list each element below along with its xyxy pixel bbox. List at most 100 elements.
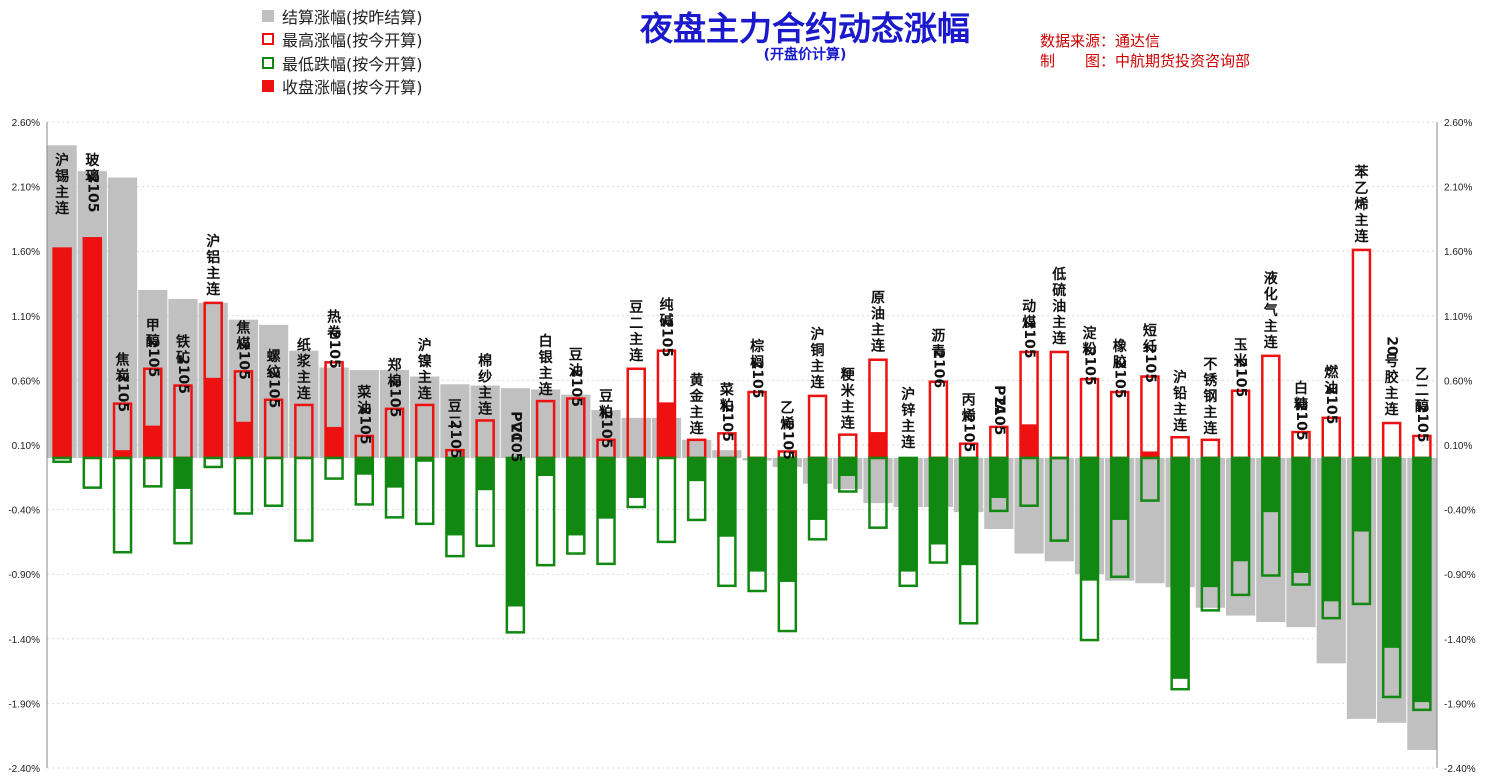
category-label-16: 银 <box>539 349 554 366</box>
grid-lines <box>47 121 1437 769</box>
category-label-30: 2105 <box>961 413 977 452</box>
category-label-11: 2105 <box>387 378 403 417</box>
high-bar <box>1381 421 1402 460</box>
category-label-17: 2105 <box>568 368 584 407</box>
y-tick-label-left: 0.10% <box>12 441 40 452</box>
close-bar <box>1081 457 1098 581</box>
low-bar <box>384 456 405 519</box>
low-bar <box>928 456 949 564</box>
category-label-14: 连 <box>478 400 493 417</box>
category-label-30: 烯 <box>962 408 976 425</box>
low-bar <box>535 456 556 567</box>
category-label-45: 醇 <box>1415 398 1429 415</box>
y-tick-label-right: -0.90% <box>1444 570 1476 581</box>
category-label-8: 浆 <box>297 353 312 370</box>
high-bar <box>1170 435 1190 460</box>
category-label-43: 连 <box>1354 228 1369 245</box>
low-bar <box>1019 456 1039 507</box>
category-label-12: 沪 <box>418 337 432 354</box>
category-label-40: 气 <box>1263 302 1278 319</box>
settle-bar <box>500 388 530 458</box>
category-label-7: 纹 <box>267 364 282 381</box>
category-label-19: 主 <box>629 331 643 348</box>
low-bar <box>717 456 737 588</box>
category-label-38: 主 <box>1203 404 1217 421</box>
settle-bar <box>1135 457 1165 584</box>
category-label-33: 油 <box>1052 298 1066 315</box>
category-label-34: 粉 <box>1083 341 1097 358</box>
category-label-0: 沪 <box>55 152 69 169</box>
close-bar <box>1171 457 1189 679</box>
low-bar <box>263 456 284 507</box>
category-label-38: 连 <box>1203 420 1218 437</box>
high-bar <box>1079 377 1100 460</box>
category-label-41: 白 <box>1294 380 1308 397</box>
low-bar <box>1230 456 1251 597</box>
high-bar <box>747 390 767 460</box>
category-label-42: 2105 <box>1323 385 1339 424</box>
category-label-32: 煤 <box>1022 314 1037 331</box>
low-bar <box>898 456 918 588</box>
low-bar <box>1140 456 1160 502</box>
category-label-27: 主 <box>871 322 885 339</box>
category-label-41: 2105 <box>1293 402 1309 441</box>
close-bar <box>1201 457 1219 588</box>
close-bar <box>778 457 796 582</box>
low-bar <box>233 456 254 515</box>
category-label-22: 菜 <box>719 381 735 398</box>
high-bar <box>838 433 858 460</box>
settle-bar <box>712 450 742 458</box>
category-label-5: 连 <box>206 281 221 298</box>
category-label-24: 乙 <box>780 400 794 416</box>
high-bar <box>1351 248 1372 460</box>
category-label-13: 豆 <box>448 399 462 415</box>
close-bar <box>1322 457 1340 602</box>
category-label-18: 粕 <box>599 404 613 421</box>
low-bar <box>777 456 798 633</box>
category-label-1: 2105 <box>84 174 100 213</box>
category-label-21: 金 <box>689 388 705 405</box>
category-label-35: 胶 <box>1113 354 1127 371</box>
category-label-12: 连 <box>418 385 433 402</box>
legend-swatch-close <box>262 80 274 93</box>
category-label-0: 主 <box>55 184 69 201</box>
chart-title: 夜盘主力合约动态涨幅 <box>640 9 970 48</box>
category-label-39: 玉 <box>1234 338 1248 354</box>
settle-bar <box>530 389 561 458</box>
low-bar <box>1381 456 1402 699</box>
category-label-9: 热 <box>327 308 341 325</box>
low-bar <box>52 456 72 464</box>
y-tick-label-left: -1.40% <box>8 635 40 646</box>
close-bar <box>990 457 1008 498</box>
category-label-44: 主 <box>1385 385 1399 402</box>
category-label-20: 碱 <box>659 313 673 330</box>
category-label-27: 原 <box>871 291 885 307</box>
legend-item-high: 最高涨幅(按今开算) <box>262 28 423 52</box>
category-label-6: 焦 <box>235 319 250 336</box>
category-label-1: 璃 <box>85 168 99 185</box>
category-label-9: 2105 <box>326 330 342 369</box>
high-bar <box>1200 438 1221 460</box>
category-label-15: PVC <box>507 411 523 442</box>
close-bar <box>1141 451 1159 458</box>
low-bar <box>1321 456 1341 620</box>
legend-item-settle: 结算涨幅(按昨结算) <box>262 4 423 28</box>
close-bar <box>1232 457 1250 562</box>
y-tick-label-right: -1.40% <box>1444 635 1476 646</box>
high-bar <box>1230 389 1251 460</box>
category-label-19: 连 <box>629 347 644 364</box>
category-label-29: 2106 <box>930 349 946 388</box>
category-label-45: 乙 <box>1415 367 1429 383</box>
category-label-0: 锡 <box>55 168 69 185</box>
low-bar <box>807 456 828 541</box>
category-label-31: PTA <box>991 385 1007 415</box>
legend-label-high: 最高涨幅(按今开算) <box>282 31 423 51</box>
category-label-23: 棕 <box>749 338 764 355</box>
close-bar <box>597 457 615 519</box>
category-label-27: 连 <box>871 338 886 355</box>
category-label-25: 主 <box>811 358 825 375</box>
category-label-17: 豆 <box>569 347 583 363</box>
category-label-16: 白 <box>539 333 553 350</box>
category-label-13: 二 <box>448 415 462 431</box>
category-label-2: 焦 <box>115 352 130 369</box>
